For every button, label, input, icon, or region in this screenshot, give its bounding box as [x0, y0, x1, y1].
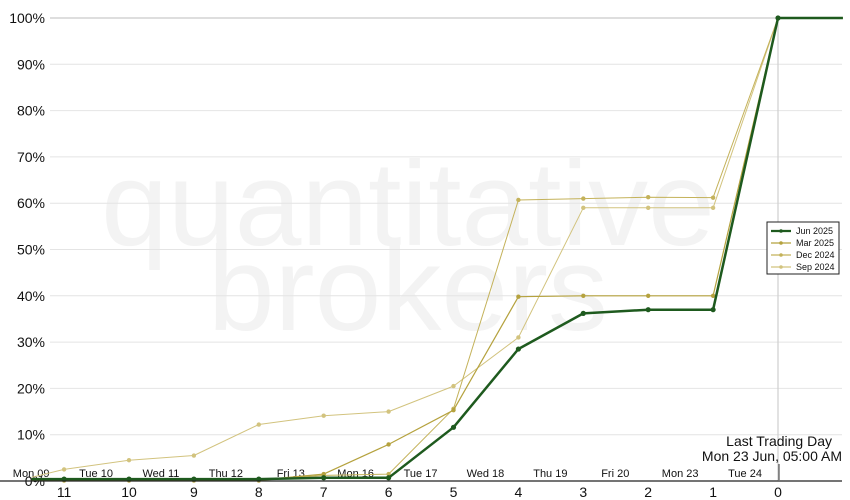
x-tick-label: 11	[57, 484, 72, 500]
data-point-sep-2024	[451, 383, 456, 389]
legend: Jun 2025 Mar 2025 Dec 2024 Sep 2024	[766, 221, 840, 275]
data-point-dec-2024	[646, 194, 651, 200]
legend-label-jun-2025: Jun 2025	[796, 226, 833, 236]
data-point-sep-2024	[61, 467, 67, 472]
watermark: quantitative brokers	[101, 137, 715, 356]
y-tick-label: 50%	[17, 242, 45, 258]
legend-label-sep-2024: Sep 2024	[796, 262, 835, 272]
x-tick-label: 0	[774, 484, 782, 500]
data-point-sep-2024	[646, 205, 651, 211]
y-tick-label: 20%	[17, 380, 45, 396]
data-point-sep-2024	[386, 409, 391, 414]
data-point-sep-2024	[191, 453, 197, 458]
day-label: Tue 17	[404, 468, 438, 480]
y-tick-label: 90%	[17, 56, 45, 72]
legend-label-dec-2024: Dec 2024	[796, 250, 835, 260]
data-point-jun-2025	[710, 307, 716, 313]
day-label: Thu 12	[209, 468, 243, 480]
data-point-jun-2025	[450, 424, 457, 430]
day-label: Mon 09	[13, 468, 50, 480]
data-point-dec-2024	[516, 197, 521, 203]
series-group	[31, 15, 843, 483]
x-tick-label: 8	[255, 484, 263, 500]
data-point-sep-2024	[126, 457, 132, 463]
data-point-mar-2025	[451, 407, 456, 413]
day-label: Thu 19	[533, 468, 567, 480]
series-sep-2024	[31, 15, 843, 478]
annotation-line-2: Mon 23 Jun, 05:00 AM	[702, 448, 842, 464]
x-tick-label: 7	[320, 484, 328, 500]
day-label: Wed 11	[142, 468, 179, 480]
data-point-sep-2024	[256, 422, 261, 427]
data-point-jun-2025	[515, 346, 522, 352]
x-tick-label: 4	[515, 484, 523, 500]
grid	[50, 17, 842, 482]
watermark-line-1: quantitative	[101, 137, 715, 271]
series-line-jun-2025	[31, 16, 843, 481]
last-trading-day-annotation: Last Trading Day Mon 23 Jun, 05:00 AM	[702, 433, 842, 464]
data-point-sep-2024	[516, 335, 521, 340]
y-axis: 0%10%20%30%40%50%60%70%80%90%100%	[9, 10, 45, 489]
data-point-dec-2024	[710, 195, 716, 200]
annotation-line-1: Last Trading Day	[726, 433, 832, 449]
day-label: Mon 23	[662, 468, 699, 480]
data-point-jun-2025	[321, 475, 327, 481]
data-point-mar-2025	[710, 293, 716, 298]
y-tick-label: 40%	[17, 288, 45, 304]
x-tick-label: 9	[190, 484, 198, 500]
data-point-sep-2024	[581, 205, 586, 211]
day-label: Tue 10	[79, 468, 113, 480]
y-tick-label: 10%	[17, 427, 45, 443]
day-label: Fri 20	[601, 468, 629, 480]
data-point-mar-2025	[646, 293, 651, 298]
y-tick-label: 60%	[17, 195, 45, 211]
data-point-dec-2024	[581, 196, 586, 201]
data-point-jun-2025	[580, 310, 586, 316]
y-tick-label: 80%	[17, 103, 45, 119]
data-point-sep-2024	[710, 205, 716, 211]
data-point-sep-2024	[321, 413, 326, 418]
x-tick-label: 3	[579, 484, 587, 500]
x-axis: 11 10 9 8 7 6 5 4 3 2 1 0	[0, 480, 842, 500]
data-point-jun-2025	[386, 475, 392, 481]
data-point-jun-2025	[775, 15, 781, 21]
x-tick-label: 6	[385, 484, 393, 500]
y-tick-label: 100%	[9, 10, 45, 26]
day-label: Wed 18	[467, 468, 505, 480]
series-line-sep-2024	[31, 17, 843, 478]
x-tick-label: 2	[644, 484, 652, 500]
day-label: Tue 24	[728, 468, 762, 480]
y-tick-label: 70%	[17, 149, 45, 165]
data-point-jun-2025	[645, 307, 651, 313]
data-point-dec-2024	[386, 471, 391, 477]
watermark-line-2: brokers	[208, 222, 608, 356]
x-tick-label: 1	[709, 484, 717, 500]
y-tick-label: 30%	[17, 334, 45, 350]
legend-marker-mar-2025	[779, 241, 783, 245]
data-point-mar-2025	[321, 471, 326, 477]
data-point-mar-2025	[516, 294, 521, 299]
data-point-mar-2025	[581, 293, 586, 298]
x-tick-label: 10	[121, 484, 137, 500]
legend-marker-jun-2025	[779, 229, 783, 233]
legend-marker-sep-2024	[779, 265, 783, 269]
x-tick-label: 5	[450, 484, 458, 500]
legend-marker-dec-2024	[779, 253, 783, 257]
legend-label-mar-2025: Mar 2025	[796, 238, 834, 248]
data-point-mar-2025	[386, 442, 391, 447]
